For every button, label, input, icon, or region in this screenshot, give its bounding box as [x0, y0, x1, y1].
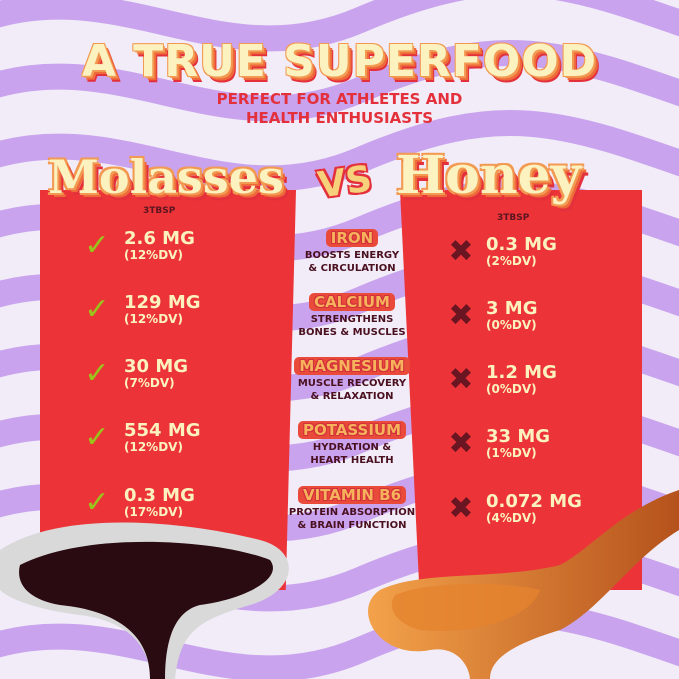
molasses-heading: Molasses — [48, 150, 284, 204]
honey-row: ✖ 0.3 MG (2%DV) — [446, 234, 557, 269]
molasses-value: 129 MG — [124, 292, 201, 313]
molasses-value: 30 MG — [124, 356, 189, 377]
molasses-value: 0.3 MG — [124, 485, 195, 506]
honey-heading: Honey — [396, 145, 581, 206]
honey-dv: (4%DV) — [486, 511, 537, 525]
honey-value: 1.2 MG — [486, 362, 557, 383]
nutrient-benefit-1: PROTEIN ABSORPTION — [288, 507, 416, 518]
honey-panel — [400, 190, 642, 590]
molasses-row: ✓ 0.3 MG (17%DV) — [80, 485, 195, 520]
x-icon: ✖ — [448, 362, 474, 397]
honey-dv: (0%DV) — [486, 318, 537, 332]
honey-row: ✖ 33 MG (1%DV) — [446, 426, 550, 461]
honey-dv: (2%DV) — [486, 254, 537, 268]
nutrient-benefit-1: STRENGTHENS — [310, 314, 394, 325]
nutrient-name: CALCIUM — [309, 293, 395, 311]
molasses-value: 554 MG — [124, 420, 201, 441]
nutrient-benefit-2: BONES & MUSCLES — [298, 327, 406, 338]
nutrient-name: IRON — [325, 229, 379, 247]
vs-badge: VS — [315, 158, 375, 207]
x-icon: ✖ — [448, 298, 474, 333]
spoons-illustration — [0, 490, 679, 679]
honey-value: 0.072 MG — [486, 491, 582, 512]
molasses-row: ✓ 554 MG (12%DV) — [80, 420, 201, 455]
nutrient-benefit-2: & CIRCULATION — [308, 263, 396, 274]
nutrient-item: POTASSIUM HYDRATION & HEART HEALTH — [262, 420, 442, 467]
x-icon: ✖ — [448, 426, 474, 461]
nutrient-benefit-1: HYDRATION & — [312, 442, 392, 453]
honey-dv: (1%DV) — [486, 446, 537, 460]
honey-row: ✖ 0.072 MG (4%DV) — [446, 491, 582, 526]
check-icon: ✓ — [84, 292, 110, 327]
nutrient-name: VITAMIN B6 — [297, 486, 407, 504]
subtitle: PERFECT FOR ATHLETES AND HEALTH ENTHUSIAS… — [216, 90, 463, 127]
honey-value: 0.3 MG — [486, 234, 557, 255]
nutrient-benefit-2: & BRAIN FUNCTION — [297, 520, 407, 531]
nutrient-benefit-2: & RELAXATION — [310, 391, 394, 402]
page-title: A TRUE SUPERFOOD — [81, 36, 598, 87]
molasses-dv: (12%DV) — [124, 312, 183, 326]
nutrient-item: CALCIUM STRENGTHENS BONES & MUSCLES — [262, 292, 442, 339]
molasses-dv: (7%DV) — [124, 376, 175, 390]
molasses-row: ✓ 129 MG (12%DV) — [80, 292, 201, 327]
nutrient-item: MAGNESIUM MUSCLE RECOVERY & RELAXATION — [262, 356, 442, 403]
check-icon: ✓ — [84, 485, 110, 520]
honey-value: 33 MG — [486, 426, 551, 447]
check-icon: ✓ — [84, 420, 110, 455]
molasses-dv: (12%DV) — [124, 440, 183, 454]
nutrient-benefit-2: HEART HEALTH — [310, 455, 394, 466]
molasses-serving: 3TBSP — [143, 206, 176, 216]
x-icon: ✖ — [448, 234, 474, 269]
nutrient-benefit-1: BOOSTS ENERGY — [304, 250, 400, 261]
molasses-row: ✓ 30 MG (7%DV) — [80, 356, 188, 391]
molasses-dv: (17%DV) — [124, 505, 183, 519]
honey-row: ✖ 1.2 MG (0%DV) — [446, 362, 557, 397]
molasses-dv: (12%DV) — [124, 248, 183, 262]
nutrient-name: POTASSIUM — [297, 421, 407, 439]
check-icon: ✓ — [84, 228, 110, 263]
nutrient-benefit-1: MUSCLE RECOVERY — [297, 378, 407, 389]
check-icon: ✓ — [84, 356, 110, 391]
honey-dv: (0%DV) — [486, 382, 537, 396]
x-icon: ✖ — [448, 491, 474, 526]
honey-value: 3 MG — [486, 298, 538, 319]
nutrient-item: IRON BOOSTS ENERGY & CIRCULATION — [262, 228, 442, 275]
molasses-row: ✓ 2.6 MG (12%DV) — [80, 228, 195, 263]
molasses-value: 2.6 MG — [124, 228, 195, 249]
molasses-panel — [40, 190, 296, 590]
nutrient-item: VITAMIN B6 PROTEIN ABSORPTION & BRAIN FU… — [262, 485, 442, 532]
honey-row: ✖ 3 MG (0%DV) — [446, 298, 537, 333]
nutrient-name: MAGNESIUM — [294, 357, 410, 375]
honey-serving: 3TBSP — [497, 213, 530, 223]
